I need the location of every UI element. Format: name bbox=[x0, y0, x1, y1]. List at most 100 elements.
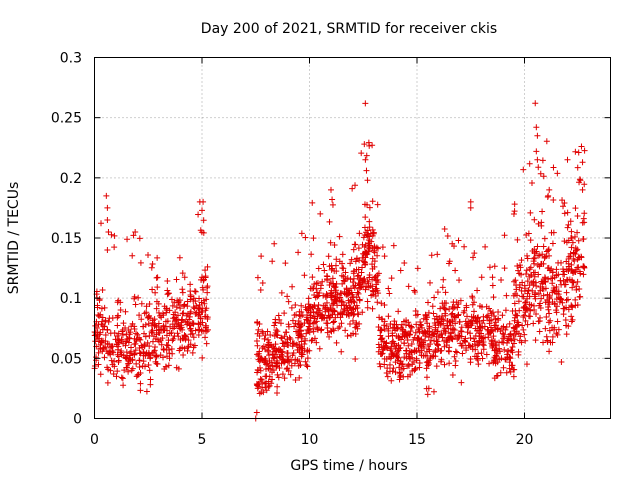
data-point bbox=[497, 369, 504, 376]
data-point bbox=[333, 268, 340, 275]
data-point bbox=[511, 366, 518, 373]
data-point bbox=[309, 274, 316, 281]
data-point bbox=[356, 297, 363, 304]
data-point bbox=[102, 343, 109, 350]
data-point bbox=[532, 289, 539, 296]
data-point bbox=[316, 345, 323, 352]
data-point bbox=[366, 224, 373, 231]
data-point bbox=[515, 348, 522, 355]
data-point bbox=[347, 296, 354, 303]
data-point bbox=[362, 156, 369, 163]
data-point bbox=[301, 335, 308, 342]
data-point bbox=[495, 308, 502, 315]
data-point bbox=[287, 336, 294, 343]
data-point bbox=[333, 339, 340, 346]
data-point bbox=[576, 294, 583, 301]
data-point bbox=[505, 335, 512, 342]
data-point bbox=[377, 327, 384, 334]
data-point bbox=[137, 380, 144, 387]
data-point bbox=[95, 361, 102, 368]
data-point bbox=[457, 340, 464, 347]
data-point bbox=[162, 318, 169, 325]
data-point bbox=[204, 283, 211, 290]
data-point bbox=[413, 355, 420, 362]
data-point bbox=[401, 340, 408, 347]
data-point bbox=[269, 351, 276, 358]
data-point bbox=[491, 263, 498, 270]
data-point bbox=[486, 320, 493, 327]
data-point bbox=[484, 312, 491, 319]
data-point bbox=[254, 342, 261, 349]
data-point bbox=[558, 359, 565, 366]
data-point bbox=[577, 177, 584, 184]
data-point bbox=[511, 325, 518, 332]
data-point bbox=[501, 265, 508, 272]
data-point bbox=[509, 349, 516, 356]
data-point bbox=[197, 227, 204, 234]
data-point bbox=[190, 334, 197, 341]
data-point bbox=[488, 338, 495, 345]
data-point bbox=[574, 278, 581, 285]
data-point bbox=[339, 280, 346, 287]
data-point bbox=[445, 325, 452, 332]
data-point bbox=[397, 267, 404, 274]
data-point bbox=[520, 326, 527, 333]
data-point bbox=[517, 333, 524, 340]
data-point bbox=[168, 345, 175, 352]
data-point bbox=[256, 348, 263, 355]
data-point bbox=[568, 313, 575, 320]
data-point bbox=[482, 243, 489, 250]
data-point bbox=[565, 306, 572, 313]
data-point bbox=[146, 300, 153, 307]
data-point bbox=[186, 316, 193, 323]
data-point bbox=[256, 390, 263, 397]
data-point bbox=[144, 339, 151, 346]
data-point bbox=[344, 333, 351, 340]
data-point bbox=[484, 326, 491, 333]
data-point bbox=[560, 203, 567, 210]
data-point bbox=[278, 360, 285, 367]
data-point bbox=[578, 254, 585, 261]
data-point bbox=[501, 346, 508, 353]
data-point bbox=[486, 264, 493, 271]
data-point bbox=[295, 318, 302, 325]
data-point bbox=[487, 307, 494, 314]
data-point bbox=[538, 261, 545, 268]
data-point bbox=[500, 331, 507, 338]
data-point bbox=[366, 272, 373, 278]
tick-labels: 0 5 10 15 20 0 0.05 0.1 0.15 0.2 0.25 0.3 bbox=[51, 51, 534, 449]
data-point bbox=[157, 352, 164, 359]
data-point bbox=[137, 350, 144, 357]
data-point bbox=[456, 277, 463, 284]
data-point bbox=[566, 265, 573, 272]
data-point bbox=[458, 324, 465, 331]
data-point bbox=[136, 345, 143, 352]
data-point bbox=[131, 341, 138, 348]
data-point bbox=[153, 298, 160, 305]
data-point bbox=[263, 380, 270, 387]
data-point bbox=[136, 357, 143, 364]
data-point bbox=[267, 331, 274, 338]
data-point bbox=[304, 347, 311, 354]
data-point bbox=[452, 320, 459, 327]
data-point bbox=[427, 354, 434, 361]
data-point bbox=[190, 344, 197, 351]
data-point bbox=[133, 330, 140, 337]
data-point bbox=[274, 390, 281, 397]
data-point bbox=[293, 311, 300, 318]
data-point bbox=[173, 276, 180, 283]
data-point bbox=[158, 326, 165, 333]
data-point bbox=[573, 247, 580, 254]
data-point bbox=[420, 339, 427, 346]
data-point bbox=[299, 345, 306, 352]
data-point bbox=[272, 341, 279, 348]
data-point bbox=[571, 233, 578, 240]
data-point bbox=[97, 311, 104, 318]
data-point bbox=[197, 315, 204, 322]
data-point bbox=[442, 306, 449, 313]
data-point bbox=[580, 236, 587, 243]
data-point bbox=[268, 380, 275, 387]
data-point bbox=[499, 312, 506, 319]
data-point bbox=[509, 362, 516, 369]
data-point bbox=[145, 314, 152, 321]
